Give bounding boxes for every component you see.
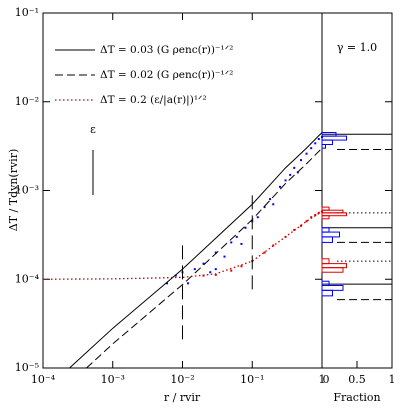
scatter-point: [174, 274, 177, 277]
scatter-point: [193, 268, 196, 271]
scatter-point: [166, 282, 169, 285]
side-x-tick-label: 0.5: [348, 373, 366, 386]
scatter-point: [317, 138, 320, 141]
scatter-point: [214, 251, 217, 254]
series-line: [69, 132, 323, 369]
scatter-point: [230, 269, 233, 272]
scatter-point: [272, 203, 275, 206]
scatter-point: [223, 255, 226, 258]
histogram-bin: [321, 258, 330, 265]
scatter-point: [305, 152, 308, 155]
scatter-point: [314, 213, 317, 216]
scatter-point: [293, 166, 296, 169]
x-tick-label: 1: [319, 373, 326, 386]
histogram-bin: [321, 285, 344, 291]
scatter-point: [279, 185, 282, 188]
histogram-bin: [321, 289, 333, 297]
histogram-bin: [321, 206, 330, 211]
x-tick-label: 10⁻³: [101, 373, 125, 386]
y-tick-label: 10⁻³: [15, 184, 39, 197]
histogram-bin: [321, 139, 333, 145]
scatter-point: [235, 235, 238, 238]
histogram-bin: [321, 263, 347, 269]
series-line: [86, 147, 323, 369]
scatter-point: [240, 242, 243, 245]
legend-label: ΔT = 0.02 (G ρenc(r))⁻¹ᐟ²: [100, 69, 233, 81]
histogram-bin: [321, 143, 326, 149]
scatter-point: [230, 241, 233, 244]
scatter-point: [202, 262, 205, 265]
scatter-point: [314, 142, 317, 145]
side-annotation: γ = 1.0: [337, 41, 377, 54]
legend-label: ΔT = 0.03 (G ρenc(r))⁻¹ᐟ²: [100, 44, 233, 56]
y-tick-label: 10⁻⁵: [15, 361, 39, 374]
histogram-bin: [321, 280, 330, 287]
side-frame: [321, 12, 393, 369]
scatter-point: [214, 273, 217, 276]
scatter-point: [269, 198, 272, 201]
scatter-point: [300, 159, 303, 162]
histogram-bin: [321, 209, 344, 214]
epsilon-label: ε: [90, 123, 96, 136]
y-tick-label: 10⁻⁴: [15, 272, 40, 285]
histogram-bin: [321, 227, 330, 233]
scatter-point: [209, 271, 212, 274]
scatter-point: [289, 173, 292, 176]
scatter-point: [310, 216, 313, 219]
scatter-point: [317, 211, 320, 214]
scatter-point: [187, 282, 190, 285]
scatter-point: [214, 268, 217, 271]
side-x-label: Fraction: [333, 391, 380, 404]
histogram-bin: [321, 267, 344, 273]
scatter-point: [244, 226, 247, 229]
scatter-point: [310, 147, 313, 150]
x-tick-label: 10⁻¹: [240, 373, 264, 386]
x-tick-label: 10⁻²: [170, 373, 194, 386]
scatter-point: [300, 224, 303, 227]
side-x-tick-label: 0: [323, 373, 330, 386]
histogram-bin: [321, 236, 333, 243]
legend-label: ΔT = 0.2 (ε/|a(r)|)¹ᐟ²: [100, 94, 207, 107]
scatter-point: [293, 228, 296, 231]
scatter-point: [272, 244, 275, 247]
histogram-bin: [321, 132, 337, 137]
scatter-point: [263, 251, 266, 254]
histogram-bin: [321, 135, 347, 141]
scatter-point: [284, 179, 287, 182]
histogram-bin: [321, 231, 340, 238]
scatter-point: [240, 265, 243, 268]
scatter-point: [305, 220, 308, 223]
side-x-tick-label: 1: [389, 373, 396, 386]
series-line: [42, 210, 323, 280]
x-axis-label: r / rvir: [164, 391, 201, 404]
x-tick-label: 10⁻⁴: [31, 373, 56, 386]
scatter-point: [263, 206, 266, 209]
y-tick-label: 10⁻¹: [15, 6, 39, 19]
y-axis-label: ΔT / Tdyn(rvir): [7, 149, 20, 232]
y-tick-label: 10⁻²: [15, 95, 39, 108]
scatter-point: [256, 216, 259, 219]
